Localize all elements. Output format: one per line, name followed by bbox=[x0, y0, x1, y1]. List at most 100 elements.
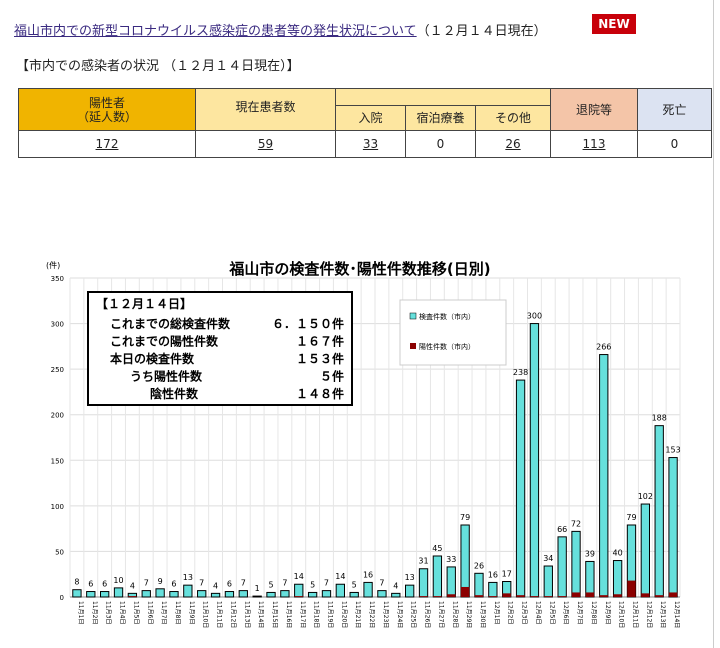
header-other: その他 bbox=[475, 105, 551, 131]
y-tick-label: 50 bbox=[55, 548, 64, 556]
header-positive-label: 陽性者 bbox=[88, 95, 125, 110]
data-label-tests: 66 bbox=[557, 525, 567, 534]
x-tick-label: 11月24日 bbox=[396, 601, 403, 628]
cell-current[interactable]: 59 bbox=[195, 130, 336, 158]
x-tick-label: 12月9日 bbox=[604, 601, 611, 624]
bar-tests bbox=[418, 568, 429, 598]
x-tick-label: 11月30日 bbox=[479, 601, 486, 628]
bar-tests bbox=[349, 591, 359, 598]
bar-tests bbox=[391, 592, 401, 598]
data-label-tests: 79 bbox=[460, 513, 470, 522]
x-tick-label: 11月16日 bbox=[285, 601, 292, 628]
cell-positive[interactable]: 172 bbox=[18, 130, 196, 158]
data-label-tests: 16 bbox=[488, 570, 498, 579]
data-label-tests: 14 bbox=[335, 572, 345, 581]
data-label-tests: 7 bbox=[199, 579, 204, 588]
value-hospital[interactable]: 33 bbox=[362, 137, 379, 151]
cell-other[interactable]: 26 bbox=[475, 130, 551, 158]
data-label-tests: 16 bbox=[363, 570, 373, 579]
x-tick-label: 11月7日 bbox=[160, 601, 167, 624]
data-label-tests: 188 bbox=[652, 414, 667, 423]
bar-positives bbox=[447, 594, 456, 597]
summary-label: うち陽性件数 bbox=[130, 369, 203, 384]
x-tick-label: 12月8日 bbox=[590, 601, 597, 624]
data-label-tests: 45 bbox=[432, 544, 442, 553]
y-tick-label: 250 bbox=[51, 366, 64, 374]
header-positive-sublabel: （延人数） bbox=[76, 109, 137, 124]
x-tick-label: 12月7日 bbox=[576, 601, 583, 624]
data-label-tests: 79 bbox=[626, 513, 636, 522]
bar-tests bbox=[432, 555, 443, 598]
x-tick-label: 11月4日 bbox=[119, 601, 126, 624]
summary-value: １５３件 bbox=[296, 351, 344, 366]
x-tick-label: 11月10日 bbox=[202, 601, 209, 628]
x-tick-label: 11月23日 bbox=[382, 601, 389, 628]
x-tick-label: 11月18日 bbox=[313, 601, 320, 628]
bar-tests bbox=[488, 581, 498, 598]
value-discharged[interactable]: 113 bbox=[582, 137, 606, 151]
bar-tests bbox=[654, 425, 664, 598]
cell-discharged[interactable]: 113 bbox=[550, 130, 638, 158]
x-tick-label: 11月13日 bbox=[243, 601, 250, 628]
bar-tests bbox=[474, 572, 484, 598]
x-tick-label: 11月14日 bbox=[257, 601, 264, 628]
bar-tests bbox=[529, 323, 540, 598]
x-tick-label: 11月29日 bbox=[465, 601, 472, 628]
bar-positives bbox=[655, 595, 664, 597]
header-death: 死亡 bbox=[637, 88, 712, 131]
x-tick-label: 11月5日 bbox=[132, 601, 139, 624]
x-tick-label: 11月17日 bbox=[299, 601, 306, 628]
x-tick-label: 12月10日 bbox=[618, 601, 625, 628]
y-tick-label: 350 bbox=[51, 275, 64, 283]
x-tick-label: 12月4日 bbox=[534, 601, 541, 624]
y-tick-label: 300 bbox=[51, 321, 64, 329]
bar-positives bbox=[419, 596, 428, 597]
data-label-tests: 17 bbox=[502, 570, 512, 579]
x-tick-label: 11月22日 bbox=[368, 601, 375, 628]
y-tick-label: 100 bbox=[51, 503, 64, 511]
bar-tests bbox=[557, 536, 567, 598]
bar-positives bbox=[294, 596, 303, 597]
data-label-tests: 10 bbox=[113, 576, 123, 585]
bar-positives bbox=[668, 592, 678, 597]
x-tick-label: 11月11日 bbox=[216, 601, 223, 628]
bar-tests bbox=[238, 590, 248, 598]
bar-tests bbox=[210, 592, 221, 598]
value-other[interactable]: 26 bbox=[505, 137, 521, 151]
bar-tests bbox=[405, 584, 415, 598]
bar-tests bbox=[72, 589, 82, 598]
data-label-tests: 39 bbox=[585, 549, 595, 558]
x-tick-label: 12月14日 bbox=[673, 601, 680, 628]
value-current[interactable]: 59 bbox=[257, 137, 274, 151]
data-label-tests: 1 bbox=[255, 584, 260, 593]
cell-hospital[interactable]: 33 bbox=[335, 130, 406, 158]
x-tick-label: 12月1日 bbox=[493, 601, 500, 624]
value-positive[interactable]: 172 bbox=[95, 137, 119, 151]
bar-tests bbox=[599, 354, 609, 598]
bar-tests bbox=[266, 591, 276, 598]
bar-positives bbox=[128, 596, 137, 597]
data-label-tests: 6 bbox=[102, 580, 107, 589]
x-tick-label: 12月11日 bbox=[631, 601, 638, 628]
bar-positives bbox=[433, 596, 442, 597]
x-tick-label: 11月19日 bbox=[326, 601, 333, 628]
data-label-tests: 5 bbox=[268, 580, 273, 589]
data-label-tests: 6 bbox=[227, 580, 232, 589]
data-label-tests: 4 bbox=[393, 581, 398, 590]
data-label-tests: 4 bbox=[130, 581, 135, 590]
data-label-tests: 238 bbox=[513, 368, 528, 377]
bar-positives bbox=[585, 592, 595, 597]
x-tick-label: 11月8日 bbox=[174, 601, 181, 624]
title-link[interactable]: 福山市内での新型コロナウイルス感染症の患者等の発生状況について bbox=[14, 24, 417, 39]
page-frame bbox=[713, 0, 714, 648]
data-label-tests: 9 bbox=[158, 577, 163, 586]
y-axis-label: (件) bbox=[46, 260, 60, 270]
bar-tests bbox=[307, 591, 318, 598]
bar-tests bbox=[183, 584, 193, 598]
bar-tests bbox=[169, 591, 179, 598]
legend: 検査件数（市内） 陽性件数（市内） bbox=[399, 299, 507, 366]
data-label-tests: 7 bbox=[282, 579, 287, 588]
x-tick-label: 12月2日 bbox=[507, 601, 514, 624]
data-label-tests: 26 bbox=[474, 561, 484, 570]
y-tick-label: 150 bbox=[51, 457, 64, 465]
